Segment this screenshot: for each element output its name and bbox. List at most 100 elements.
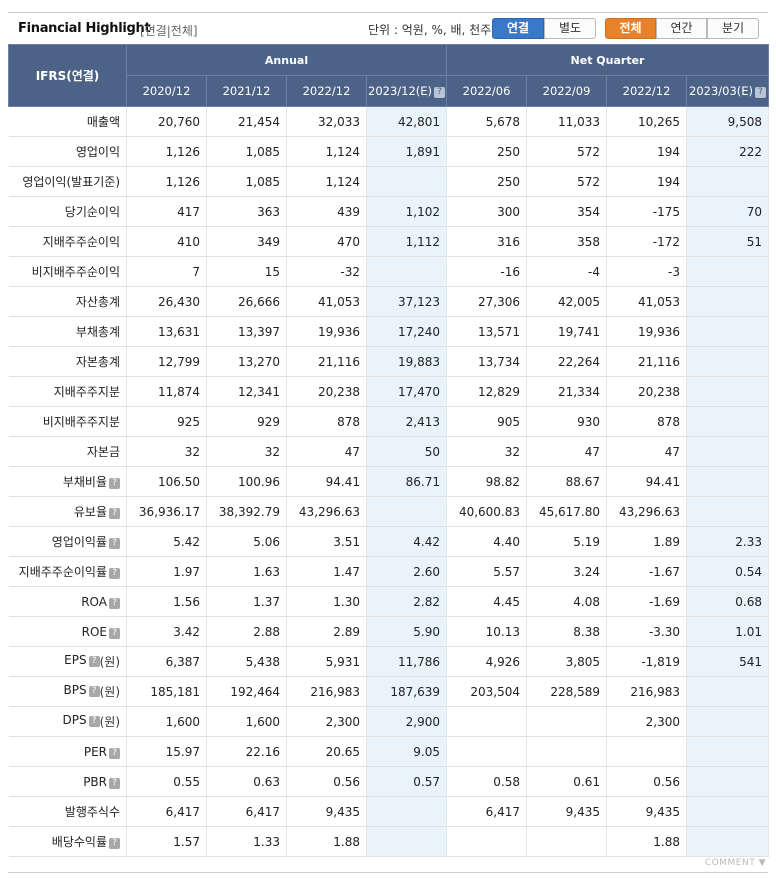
row-unit: (원) (99, 655, 120, 669)
table-cell: 2.89 (286, 616, 367, 647)
tab-annual[interactable]: 연간 (656, 18, 707, 39)
row-label-text: 지배주주순이익률 (18, 565, 107, 579)
table-cell: 2.60 (366, 556, 448, 587)
table-cell: 1.89 (606, 526, 688, 557)
help-icon[interactable]: ? (88, 686, 100, 697)
help-icon[interactable]: ? (109, 597, 120, 609)
row-label-text: PER (83, 744, 107, 759)
table-cell: 192,464 (206, 676, 287, 707)
table-cell: 15.97 (126, 736, 207, 767)
table-cell: 905 (446, 406, 528, 437)
tab-separate[interactable]: 별도 (544, 18, 596, 39)
row-label-text: 지배주주지분 (53, 385, 120, 399)
table-cell (686, 286, 770, 317)
table-cell: 878 (286, 406, 367, 437)
row-label-text: 영업이익 (75, 145, 120, 159)
table-cell: 21,454 (206, 106, 287, 137)
column-header: 2023/12(E)? (365, 75, 448, 107)
tab-consolidated[interactable]: 연결 (492, 18, 544, 39)
table-cell: 42,005 (526, 286, 608, 317)
table-cell: 194 (606, 166, 688, 197)
help-icon[interactable]: ? (109, 777, 120, 789)
help-icon[interactable]: ? (434, 87, 446, 98)
table-cell: 4.42 (366, 526, 448, 557)
table-cell: 100.96 (206, 466, 287, 497)
table-cell: 354 (526, 196, 608, 227)
table-cell: 20,760 (126, 106, 207, 137)
column-header-label: 2021/12 (222, 84, 271, 98)
table-cell: 2.88 (206, 616, 287, 647)
help-icon[interactable]: ? (109, 627, 120, 639)
row-label: 자본총계 (8, 346, 127, 377)
table-cell: 439 (286, 196, 367, 227)
table-cell: 1.01 (686, 616, 770, 647)
table-cell: 9,435 (286, 796, 367, 827)
table-row: DPS? (원) 1,600 1,600 2,300 2,900 2,300 (8, 706, 770, 737)
table-cell: 19,936 (286, 316, 367, 347)
help-icon[interactable]: ? (109, 568, 120, 579)
table-cell: 470 (286, 226, 367, 257)
help-icon[interactable]: ? (109, 838, 120, 849)
table-cell: 4.45 (446, 586, 528, 617)
help-icon[interactable]: ? (88, 656, 100, 667)
table-cell: -1.67 (606, 556, 688, 587)
row-label: 배당수익률? (8, 826, 127, 857)
table-row: 영업이익(발표기준) 1,126 1,085 1,124 250 572 194 (8, 166, 770, 197)
table-row: 비지배주주순이익 7 15 -32 -16 -4 -3 (8, 256, 770, 287)
table-cell: 929 (206, 406, 287, 437)
table-cell: 4,926 (446, 646, 528, 677)
row-label: ROA? (8, 586, 127, 617)
table-cell: 86.71 (366, 466, 448, 497)
table-cell: -16 (446, 256, 528, 287)
table-cell: 9,435 (606, 796, 688, 827)
help-icon[interactable]: ? (755, 87, 767, 98)
row-label-text: EPS (64, 653, 87, 667)
help-icon[interactable]: ? (109, 538, 120, 549)
table-cell: 5,438 (206, 646, 287, 677)
table-cell: -175 (606, 196, 688, 227)
row-label-text: 유보율 (73, 505, 107, 519)
table-cell: 0.55 (126, 766, 207, 797)
table-cell (366, 496, 448, 527)
table-cell (366, 166, 448, 197)
table-cell (686, 166, 770, 197)
table-cell: 1,102 (366, 196, 448, 227)
table-cell (366, 256, 448, 287)
tab-quarter[interactable]: 분기 (707, 18, 759, 39)
table-cell: 21,116 (606, 346, 688, 377)
row-label-text: 매출액 (86, 115, 120, 129)
table-cell: 300 (446, 196, 528, 227)
row-label: PBR? (8, 766, 127, 797)
table-cell: 5.19 (526, 526, 608, 557)
table-cell (686, 736, 770, 767)
tab-all[interactable]: 전체 (605, 18, 656, 39)
row-label-text: 지배주주순이익 (42, 235, 120, 249)
help-icon[interactable]: ? (109, 478, 120, 489)
table-cell: 228,589 (526, 676, 608, 707)
help-icon[interactable]: ? (109, 747, 120, 759)
column-header-label: 2022/12 (302, 84, 351, 98)
page-title: Financial Highlight (18, 21, 151, 36)
row-unit: (원) (99, 715, 120, 729)
table-cell: 1.88 (286, 826, 367, 857)
comment-toggle[interactable]: COMMENT ▼ (704, 858, 766, 868)
table-cell (446, 826, 528, 857)
row-label: 지배주주순이익 (8, 226, 127, 257)
table-cell: 1,891 (366, 136, 448, 167)
table-row: EPS? (원) 6,387 5,438 5,931 11,786 4,926 3,805 -1… (8, 646, 770, 677)
table-cell (366, 826, 448, 857)
row-label: 자본금 (8, 436, 127, 467)
table-cell: 7 (126, 256, 207, 287)
table-cell: 572 (526, 136, 608, 167)
column-header: 2022/09 (526, 75, 608, 107)
table-cell: 19,741 (526, 316, 608, 347)
table-cell: 10.13 (446, 616, 528, 647)
help-icon[interactable]: ? (109, 508, 120, 519)
row-label-text: ROE (81, 624, 107, 639)
table-cell: 3.24 (526, 556, 608, 587)
table-cell (686, 346, 770, 377)
table-cell: 0.58 (446, 766, 528, 797)
table-cell: -1.69 (606, 586, 688, 617)
table-cell: 572 (526, 166, 608, 197)
help-icon[interactable]: ? (88, 716, 100, 727)
